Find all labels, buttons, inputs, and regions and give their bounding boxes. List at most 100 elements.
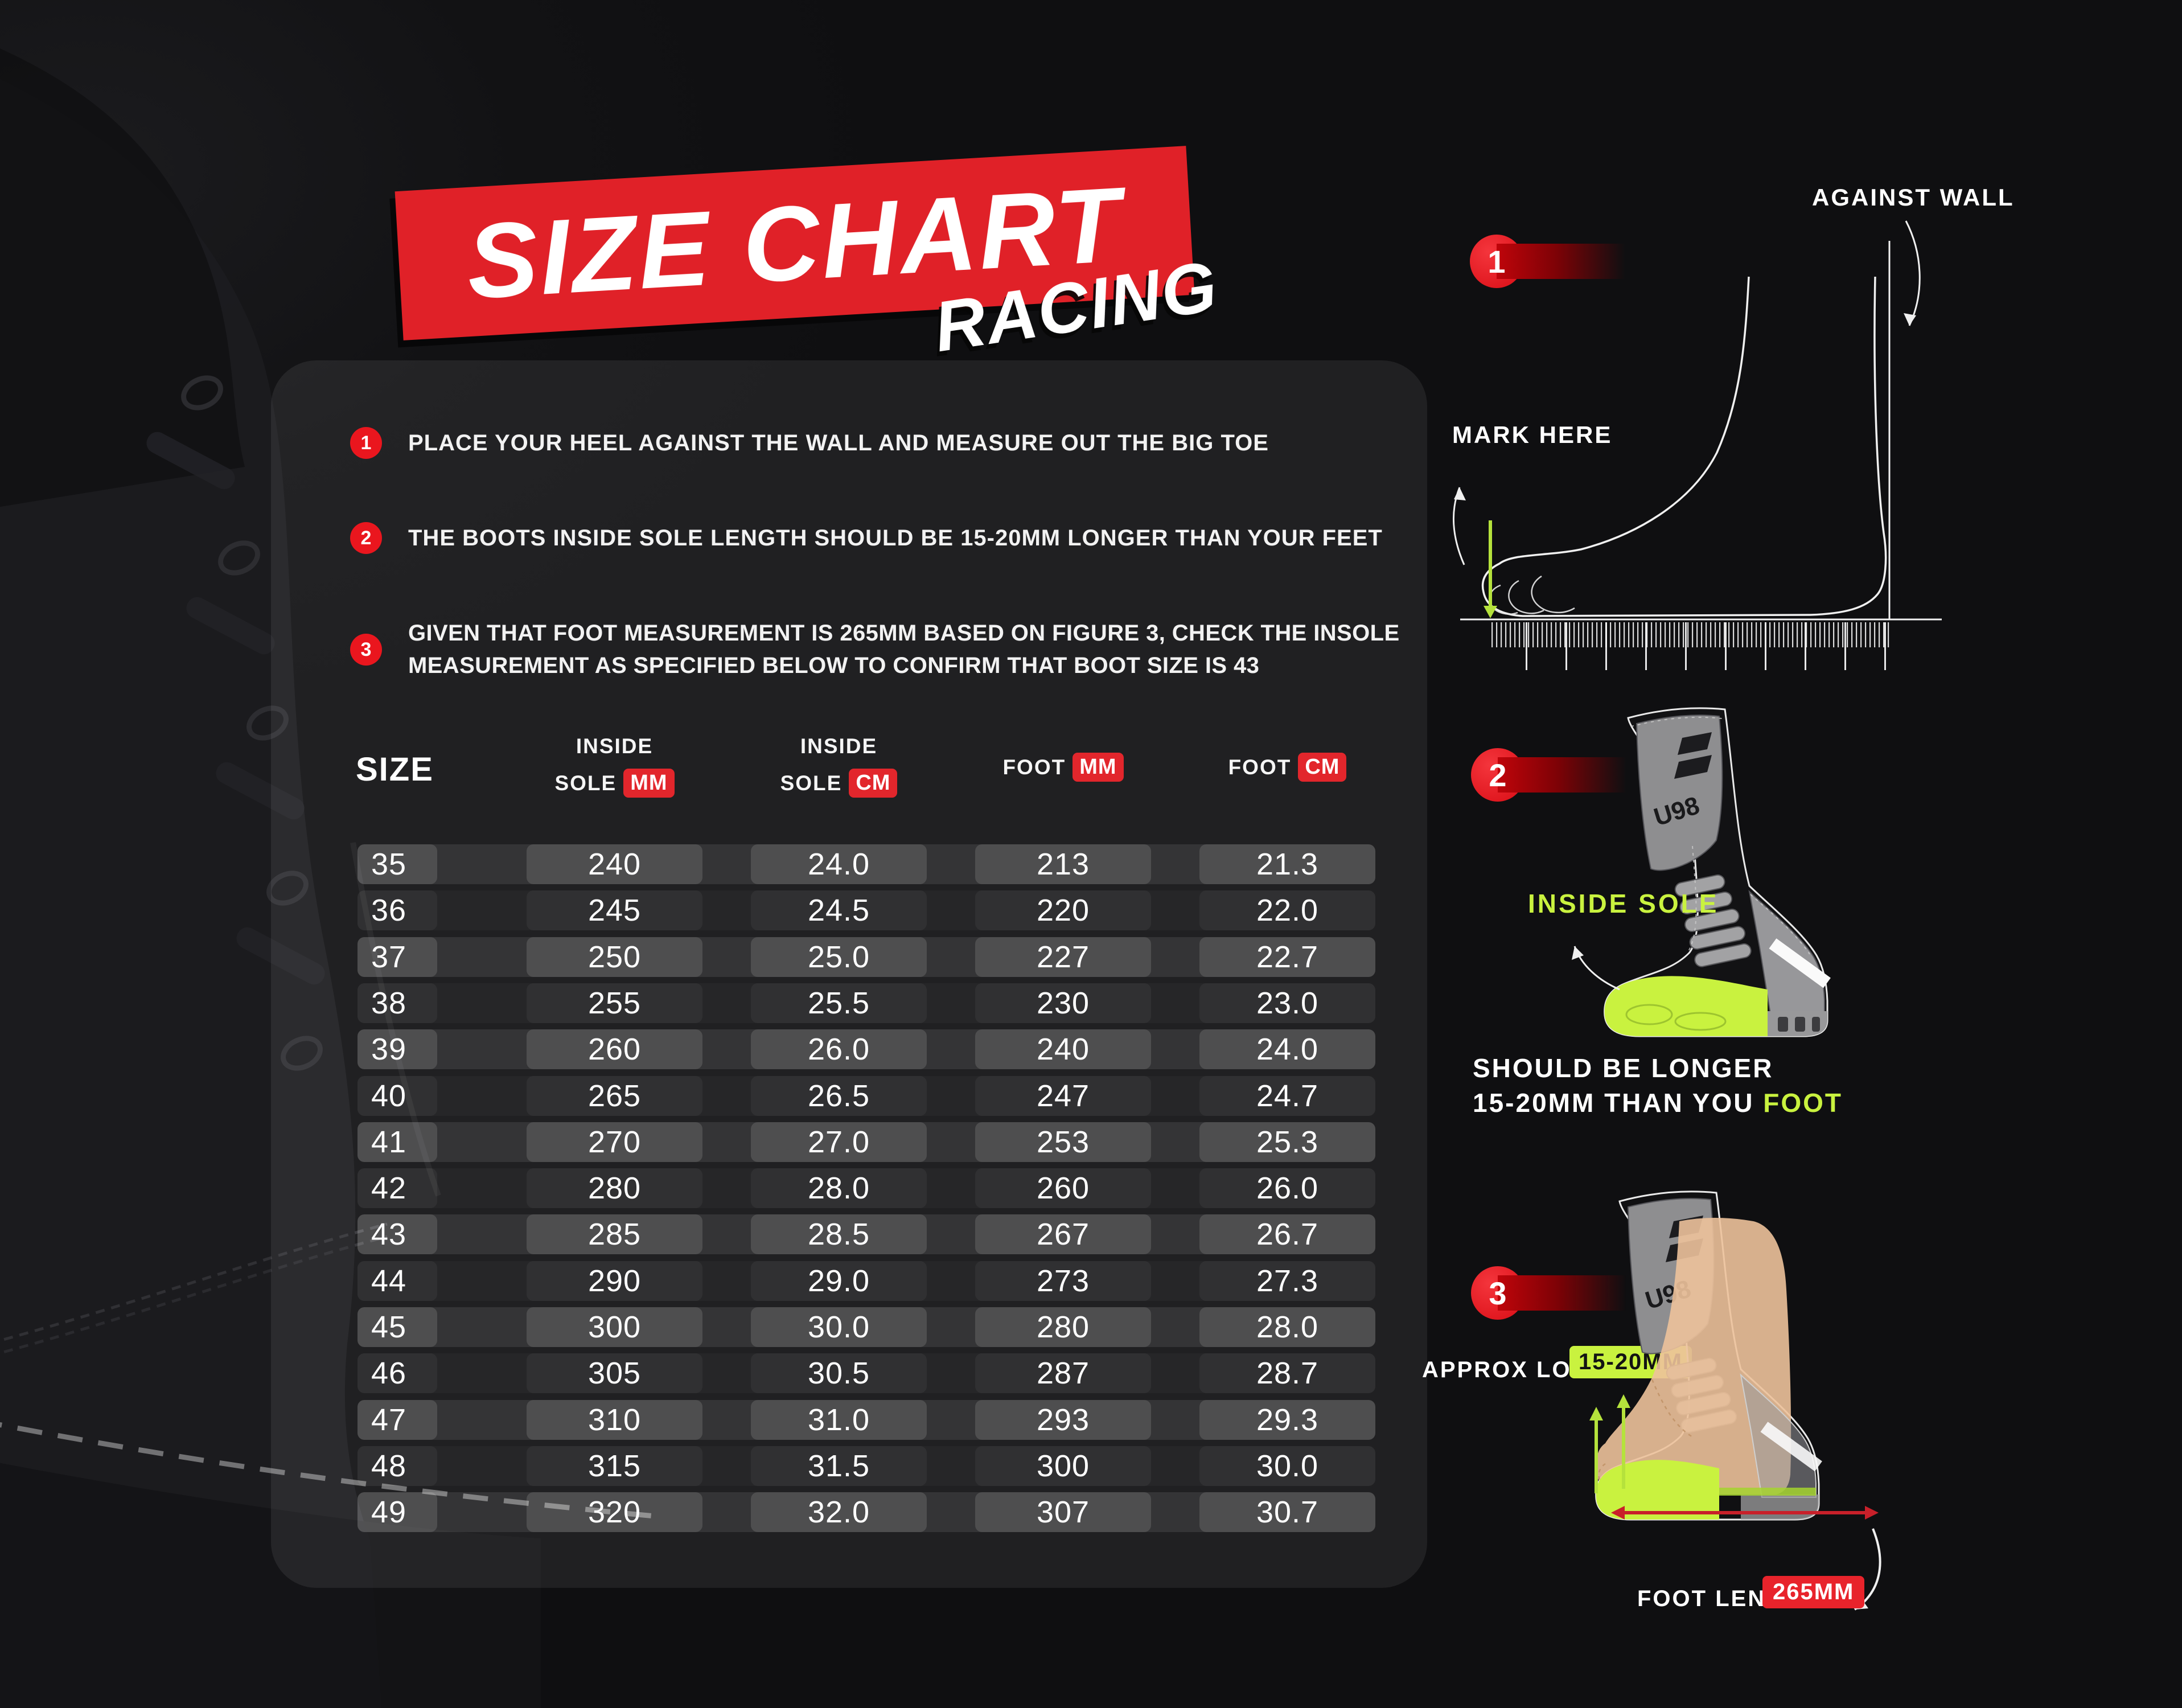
table-cell: 300 [975, 1446, 1151, 1486]
foot-length-badge: 265MM [1762, 1576, 1865, 1608]
table-cell: 255 [527, 983, 702, 1023]
fit-caption: SHOULD BE LONGER 15-20MM THAN YOU FOOT [1473, 1051, 1843, 1120]
table-cell: 28.0 [751, 1168, 927, 1209]
size-column-header: SIZE [356, 751, 434, 788]
table-row: 44 290 29.0 273 27.3 [357, 1261, 1375, 1301]
table-cell: 287 [975, 1353, 1151, 1394]
sole-tread-detail [1625, 1004, 1727, 1031]
table-cell: 40 [357, 1075, 437, 1116]
table-cell: 265 [527, 1075, 702, 1116]
table-row: 39 260 26.0 240 24.0 [357, 1029, 1375, 1070]
red-length-arrow-icon [1611, 1506, 1879, 1520]
figure-badge-3: 3 [1471, 1266, 1632, 1320]
instruction-item-2: 2 THE BOOTS INSIDE SOLE LENGTH SHOULD BE… [350, 522, 1383, 554]
table-row: 35 240 24.0 213 21.3 [357, 844, 1375, 884]
table-cell: 43 [357, 1214, 437, 1255]
stitch-lines [1630, 716, 1810, 955]
table-cell: 270 [527, 1122, 702, 1162]
table-cell: 28.0 [1199, 1307, 1375, 1347]
table-cell: 22.7 [1199, 937, 1375, 977]
table-cell: 29.0 [751, 1261, 927, 1301]
table-cell: 28.7 [1199, 1353, 1375, 1394]
table-row: 41 270 27.0 253 25.3 [357, 1122, 1375, 1162]
table-cell: 30.0 [751, 1307, 927, 1347]
heel-stripe [1760, 1422, 1822, 1472]
table-cell: 23.0 [1199, 983, 1375, 1023]
table-cell: 28.5 [751, 1214, 927, 1255]
table-cell: 26.0 [751, 1029, 927, 1070]
figure-badge-2: 2 [1471, 748, 1632, 802]
figure-badge-1: 1 [1470, 235, 1630, 288]
table-cell: 320 [527, 1492, 702, 1533]
boot-eyelets [181, 375, 323, 1071]
instruction-badge-2: 2 [350, 522, 382, 554]
header-inside-sole-cm: INSIDE SOLE CM [751, 734, 927, 798]
table-cell: 213 [975, 844, 1151, 884]
table-cell: 293 [975, 1399, 1151, 1440]
fit-caption-line2: 15-20MM THAN YOU FOOT [1473, 1088, 1843, 1118]
table-cell: 41 [357, 1122, 437, 1162]
table-cell: 245 [527, 890, 702, 931]
outsole-heel [1749, 1011, 1827, 1036]
instruction-text-3: GIVEN THAT FOOT MEASUREMENT IS 265MM BAS… [408, 621, 1400, 678]
inside-sole-label: INSIDE SOLE [1528, 889, 1719, 918]
against-wall-label: AGAINST WALL [1812, 184, 2015, 211]
table-cell: 307 [975, 1492, 1151, 1533]
table-row: 36 245 24.5 220 22.0 [357, 890, 1375, 931]
boot-illustration-inside-sole: U98 [1572, 707, 1831, 1037]
mark-here-arrow-icon [1453, 487, 1466, 565]
foot-toes [1488, 575, 1575, 615]
shin-guard [1636, 715, 1723, 871]
size-chart-card [271, 360, 1427, 1588]
table-cell: 273 [975, 1261, 1151, 1301]
table-row: 47 310 31.0 293 29.3 [357, 1399, 1375, 1440]
table-cell: 240 [975, 1029, 1151, 1070]
table-cell: 285 [527, 1214, 702, 1255]
table-cell: 260 [527, 1029, 702, 1070]
flex-accordion [1674, 874, 1752, 967]
header-inside-sole-mm: INSIDE SOLE MM [527, 734, 702, 798]
table-cell: 315 [527, 1446, 702, 1486]
outsole-heel [1741, 1494, 1819, 1520]
table-cell: 25.5 [751, 983, 927, 1023]
table-cell: 48 [357, 1446, 437, 1486]
table-cell: 46 [357, 1353, 437, 1394]
table-row: 45 300 30.0 280 28.0 [357, 1307, 1375, 1347]
table-cell: 240 [527, 844, 702, 884]
against-wall-arrow-icon [1904, 220, 1921, 326]
table-cell: 26.0 [1199, 1168, 1375, 1209]
approx-longer-arrows-icon [1589, 1394, 1630, 1493]
table-cell: 230 [975, 983, 1151, 1023]
fit-caption-foot: FOOT [1763, 1088, 1843, 1118]
heel-tread [1778, 1017, 1820, 1032]
table-cell: 250 [527, 937, 702, 977]
green-measure-arrow-icon [1484, 520, 1497, 618]
table-cell: 25.3 [1199, 1122, 1375, 1162]
boot-seam-stitching [0, 1222, 388, 1355]
table-row: 49 320 32.0 307 30.7 [357, 1492, 1375, 1533]
table-row: 43 285 28.5 267 26.7 [357, 1214, 1375, 1255]
boot-laces [146, 432, 325, 985]
table-cell: 37 [357, 937, 437, 977]
table-cell: 42 [357, 1168, 437, 1209]
unit-chip-foot-cm: CM [1298, 753, 1347, 782]
table-cell: 31.5 [751, 1446, 927, 1486]
table-row: 46 305 30.5 287 28.7 [357, 1353, 1375, 1394]
table-cell: 220 [975, 890, 1151, 931]
table-cell: 227 [975, 937, 1151, 977]
instruction-badge-3: 3 [350, 634, 382, 666]
insole-line [1719, 1488, 1816, 1496]
table-cell: 29.3 [1199, 1399, 1375, 1440]
table-row: 48 315 31.5 300 30.0 [357, 1446, 1375, 1486]
unit-chip-cm: CM [849, 769, 898, 798]
table-cell: 24.0 [1199, 1029, 1375, 1070]
table-cell: 22.0 [1199, 890, 1375, 931]
table-row: 42 280 28.0 260 26.0 [357, 1168, 1375, 1209]
table-cell: 267 [975, 1214, 1151, 1255]
table-cell: 30.0 [1199, 1446, 1375, 1486]
unit-chip-foot-mm: MM [1072, 753, 1124, 782]
table-cell: 290 [527, 1261, 702, 1301]
table-cell: 260 [975, 1168, 1151, 1209]
table-cell: 25.0 [751, 937, 927, 977]
table-cell: 280 [527, 1168, 702, 1209]
